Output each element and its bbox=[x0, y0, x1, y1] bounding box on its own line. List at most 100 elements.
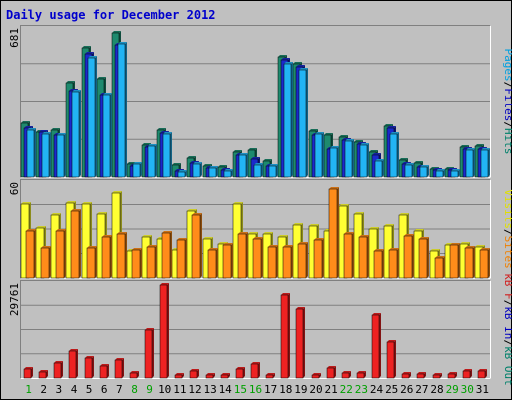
bar-sites-day-18-face bbox=[282, 246, 292, 279]
bar-hits-day-9-top bbox=[142, 143, 151, 145]
legend-item: / bbox=[502, 229, 512, 236]
bar-pages-day-12-top bbox=[193, 162, 202, 164]
bar-pages-day-5-face bbox=[87, 57, 96, 178]
bar-visits-day-4-top bbox=[66, 201, 76, 203]
x-tick-label-day-24: 24 bbox=[370, 383, 384, 396]
bar-sites-day-16-face bbox=[252, 238, 262, 279]
bar-hits-day-17-top bbox=[263, 159, 272, 161]
bar-pages-day-24 bbox=[374, 159, 384, 178]
bar-sites-day-26-top bbox=[404, 234, 414, 236]
bar-sites-day-5-top bbox=[87, 246, 97, 248]
bar-kb-f-day-11 bbox=[174, 373, 184, 379]
bar-pages-day-17-top bbox=[269, 164, 278, 166]
bar-sites-day-30-side bbox=[473, 246, 475, 278]
bar-pages-day-1 bbox=[26, 128, 36, 178]
bar-pages-day-5 bbox=[87, 56, 97, 178]
bar-files-day-19-top bbox=[296, 65, 305, 67]
bar-kb-f-day-12-top bbox=[190, 369, 199, 371]
bar-kb-f-day-13-face bbox=[205, 374, 214, 379]
bar-visits-day-24-top bbox=[369, 227, 379, 229]
bar-sites-day-23-face bbox=[358, 236, 368, 279]
bar-sites-day-9-side bbox=[155, 245, 157, 278]
bar-kb-f-day-1 bbox=[23, 367, 33, 379]
bar-kb-f-day-22-side bbox=[349, 371, 351, 378]
bar-sites-day-29-top bbox=[450, 243, 460, 245]
bar-visits-day-20-top bbox=[309, 224, 319, 226]
bar-kb-f-day-21-face bbox=[326, 367, 335, 379]
bar-hits-day-11-top bbox=[172, 163, 181, 165]
bar-kb-f-day-21-top bbox=[327, 366, 336, 368]
bar-pages-day-20 bbox=[314, 132, 324, 178]
bar-sites-day-28-side bbox=[443, 256, 445, 278]
bar-sites-day-17-side bbox=[276, 245, 278, 278]
bar-pages-day-24-top bbox=[375, 159, 384, 161]
bar-kb-f-day-4-side bbox=[76, 349, 78, 378]
bar-pages-day-24-side bbox=[382, 159, 384, 177]
bar-hits-day-1-top bbox=[21, 121, 30, 123]
bar-sites-day-24-face bbox=[373, 250, 383, 279]
x-tick-label-day-28: 28 bbox=[430, 383, 443, 396]
bar-hits-day-14-top bbox=[218, 165, 227, 167]
bar-visits-day-16-top bbox=[248, 232, 258, 234]
bar-kb-f-day-15-face bbox=[235, 368, 244, 379]
bar-sites-day-26-side bbox=[412, 234, 414, 278]
bar-sites-day-12-top bbox=[192, 213, 202, 215]
bar-sites-day-11-face bbox=[176, 239, 186, 279]
bar-kb-f-day-5-side bbox=[92, 356, 94, 378]
bar-pages-day-28 bbox=[435, 169, 445, 178]
bar-kb-f-day-11-side bbox=[182, 373, 184, 378]
bar-sites-day-21-side bbox=[337, 187, 339, 278]
bar-pages-day-16 bbox=[253, 163, 263, 178]
bar-pages-day-13 bbox=[208, 166, 218, 178]
bar-visits-day-7-top bbox=[112, 191, 122, 193]
bar-pages-day-2-face bbox=[41, 133, 50, 178]
x-tick-label-day-27: 27 bbox=[415, 383, 428, 396]
bar-pages-day-22-top bbox=[345, 139, 354, 141]
bar-files-day-25-top bbox=[387, 126, 396, 128]
bar-sites-day-23-side bbox=[367, 235, 369, 278]
bar-pages-day-27-face bbox=[419, 166, 428, 178]
panel-visits-sites-legend: Visits/Sites bbox=[502, 189, 512, 269]
bar-kb-f-day-21 bbox=[326, 366, 336, 379]
bar-visits-day-19-top bbox=[293, 223, 303, 225]
bar-kb-f-day-14-face bbox=[220, 374, 229, 379]
bar-kb-f-day-19-side bbox=[303, 307, 305, 378]
bar-pages-day-20-top bbox=[315, 132, 324, 134]
x-tick-label-day-8: 8 bbox=[131, 383, 138, 396]
bar-pages-day-22-side bbox=[352, 139, 354, 177]
bar-kb-f-day-12-side bbox=[197, 369, 199, 378]
bar-sites-day-17-top bbox=[268, 245, 278, 247]
bar-sites-day-5-face bbox=[86, 247, 96, 279]
bar-kb-f-day-10-face bbox=[159, 284, 168, 379]
bar-pages-day-27-side bbox=[427, 165, 429, 177]
bar-visits-day-27-top bbox=[414, 229, 424, 231]
bar-kb-f-day-25 bbox=[386, 340, 396, 379]
bar-pages-day-29-side bbox=[458, 169, 460, 177]
bar-kb-f-day-12-face bbox=[189, 370, 198, 379]
legend-item: / bbox=[502, 82, 512, 89]
bar-sites-day-7 bbox=[116, 232, 127, 279]
bar-kb-f-day-9-face bbox=[144, 329, 153, 379]
bar-pages-day-25-side bbox=[397, 132, 399, 177]
bar-sites-day-11 bbox=[176, 238, 187, 279]
bar-kb-f-day-29-top bbox=[448, 372, 457, 374]
bar-pages-day-29-face bbox=[450, 170, 459, 178]
bar-sites-day-16 bbox=[252, 237, 263, 279]
bar-sites-day-22-side bbox=[352, 232, 354, 278]
bar-kb-f-day-4 bbox=[68, 349, 78, 379]
bar-sites-day-22-face bbox=[343, 233, 353, 279]
bar-sites-day-9 bbox=[146, 245, 157, 279]
bar-sites-day-17 bbox=[267, 245, 278, 279]
bar-hits-day-20-top bbox=[309, 129, 318, 131]
bar-pages-day-15-side bbox=[246, 153, 248, 177]
bar-kb-f-day-23-side bbox=[364, 371, 366, 378]
bar-kb-f-day-3-top bbox=[54, 361, 63, 363]
bar-kb-f-day-18-side bbox=[288, 293, 290, 378]
bar-sites-day-4-side bbox=[79, 209, 81, 278]
bar-pages-day-31-top bbox=[481, 148, 490, 150]
bar-pages-day-10-side bbox=[170, 132, 172, 177]
bar-pages-day-14-face bbox=[223, 170, 232, 178]
bar-pages-day-15-face bbox=[238, 154, 247, 178]
bar-pages-day-4-side bbox=[79, 90, 81, 177]
bar-sites-day-4-top bbox=[71, 209, 81, 211]
